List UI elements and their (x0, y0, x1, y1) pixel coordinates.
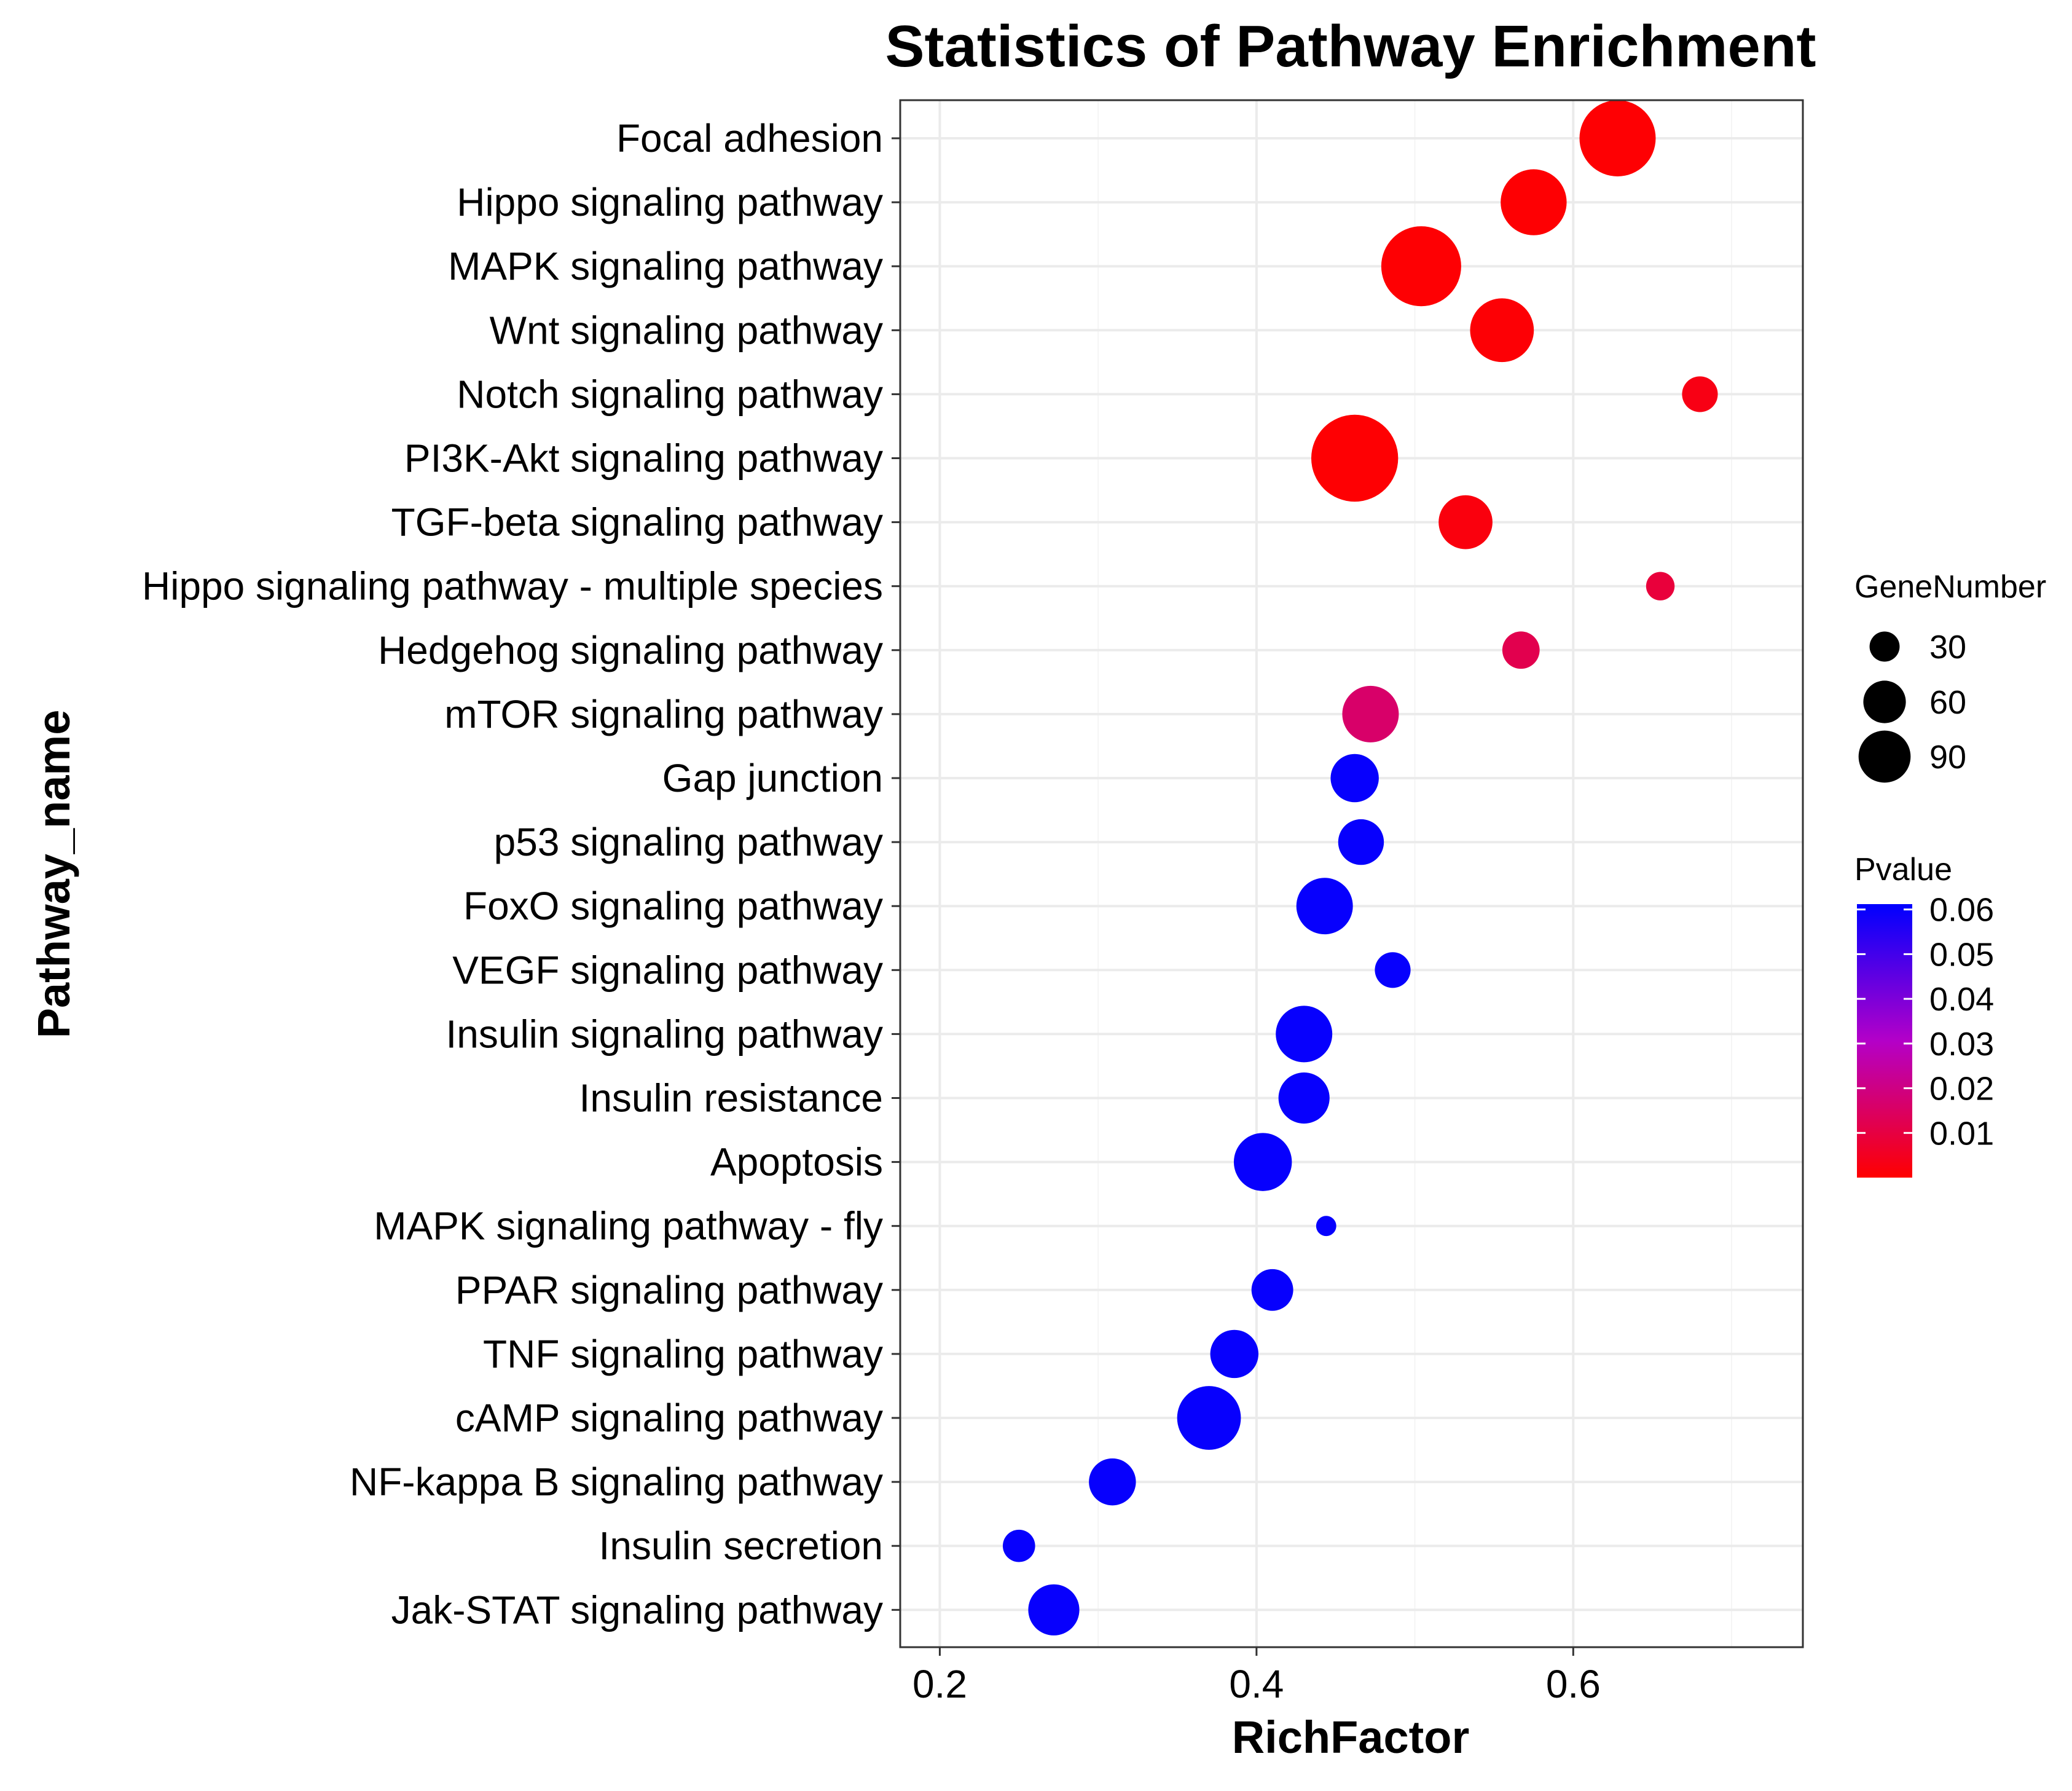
y-tick-label: MAPK signaling pathway (448, 244, 883, 288)
data-points (1002, 100, 1718, 1636)
panel-background (900, 100, 1803, 1647)
data-point (1501, 169, 1567, 235)
data-point (1438, 495, 1493, 549)
data-point (1278, 1072, 1330, 1124)
y-tick-label: p53 signaling pathway (494, 820, 883, 864)
x-axis-title: RichFactor (1232, 1712, 1470, 1763)
data-point (1316, 1216, 1336, 1237)
data-point (1028, 1584, 1080, 1636)
y-tick-label: mTOR signaling pathway (444, 692, 883, 736)
size-legend-dot (1863, 680, 1906, 723)
y-tick-label: Jak-STAT signaling pathway (391, 1588, 883, 1632)
data-point (1381, 226, 1461, 307)
y-tick-label: Insulin resistance (579, 1076, 883, 1120)
color-legend-label: 0.01 (1929, 1115, 1994, 1152)
y-axis: Focal adhesion Hippo signaling pathway MAP… (142, 116, 900, 1632)
y-tick-label: Hedgehog signaling pathway (378, 628, 883, 672)
data-point (1502, 631, 1540, 669)
color-legend-label: 0.04 (1929, 981, 1994, 1018)
data-point (1089, 1458, 1136, 1506)
y-axis-title: Pathway_name (28, 710, 79, 1039)
y-tick-label: NF-kappa B signaling pathway (350, 1460, 883, 1504)
color-legend-label: 0.06 (1929, 892, 1994, 929)
y-tick-label: Notch signaling pathway (457, 372, 883, 416)
size-legend-dot (1858, 730, 1911, 783)
data-point (1177, 1386, 1241, 1450)
y-tick-label: Hippo signaling pathway (457, 180, 883, 224)
size-legend-label: 90 (1929, 739, 1966, 776)
color-legend: Pvalue 0.06 0.05 0.04 0.03 0.02 0.01 (1854, 852, 1994, 1178)
x-tick-label: 0.4 (1229, 1662, 1284, 1706)
color-legend-label: 0.02 (1929, 1071, 1994, 1108)
x-axis: 0.2 0.4 0.6 (912, 1647, 1601, 1706)
y-tick-label: Wnt signaling pathway (490, 308, 883, 352)
y-tick-label: Hippo signaling pathway - multiple speci… (142, 564, 883, 608)
data-point (1646, 572, 1675, 600)
pvalue-colorbar (1857, 904, 1912, 1178)
y-tick-label: MAPK signaling pathway - fly (374, 1204, 883, 1248)
color-legend-label: 0.05 (1929, 936, 1994, 973)
data-point (1210, 1329, 1258, 1379)
data-point (1330, 754, 1379, 803)
data-point (1251, 1269, 1293, 1311)
y-tick-label: Focal adhesion (616, 116, 883, 160)
plot-panel (899, 99, 1804, 1648)
y-tick-label: Gap junction (662, 756, 883, 800)
y-tick-label: cAMP signaling pathway (455, 1396, 883, 1440)
size-legend-dot (1869, 631, 1900, 662)
color-legend-title: Pvalue (1854, 852, 1952, 888)
y-tick-label: PPAR signaling pathway (455, 1268, 883, 1312)
data-point (1296, 878, 1353, 935)
chart-title: Statistics of Pathway Enrichment (885, 14, 1816, 79)
y-tick-label: VEGF signaling pathway (452, 948, 883, 992)
y-tick-label: TGF-beta signaling pathway (391, 500, 883, 545)
data-point (1002, 1529, 1035, 1562)
panel-border (899, 99, 1804, 1648)
data-point (1311, 414, 1399, 502)
y-tick-label: Insulin secretion (599, 1524, 883, 1568)
y-tick-label: FoxO signaling pathway (463, 884, 883, 928)
size-legend-label: 60 (1929, 684, 1966, 721)
y-tick-label: Insulin signaling pathway (445, 1012, 883, 1056)
x-tick-label: 0.2 (912, 1662, 967, 1706)
size-legend-title: GeneNumber (1854, 569, 2046, 605)
data-point (1233, 1133, 1292, 1191)
y-tick-label: Apoptosis (710, 1140, 883, 1184)
size-legend: GeneNumber 30 60 90 (1854, 569, 2046, 783)
y-tick-label: PI3K-Akt signaling pathway (404, 436, 883, 481)
data-point (1276, 1006, 1333, 1063)
data-point (1375, 952, 1411, 988)
y-tick-label: TNF signaling pathway (483, 1332, 883, 1376)
color-legend-label: 0.03 (1929, 1026, 1994, 1063)
data-point (1338, 819, 1384, 865)
x-tick-label: 0.6 (1546, 1662, 1601, 1706)
data-point (1470, 298, 1534, 363)
data-point (1342, 685, 1399, 742)
data-point (1579, 100, 1656, 176)
data-point (1682, 376, 1718, 412)
size-legend-label: 30 (1929, 629, 1966, 666)
